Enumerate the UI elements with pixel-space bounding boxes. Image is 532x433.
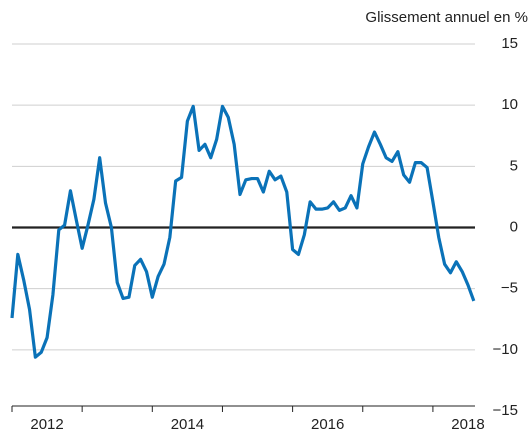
y-tick-label: −10 [493,341,518,358]
y-tick-label: 5 [510,157,518,174]
y-tick-label: −5 [501,280,518,297]
x-tick-label: 2012 [30,416,63,433]
y-tick-label: 15 [501,35,518,52]
line-series [10,104,476,359]
axis-title: Glissement annuel en % [365,9,528,26]
x-tick-label: 2018 [451,416,484,433]
y-tick-label: −15 [493,402,518,419]
y-tick-label: 0 [510,218,518,235]
y-tick-label: 10 [501,96,518,113]
x-tick-label: 2016 [311,416,344,433]
x-tick-label: 2014 [171,416,204,433]
